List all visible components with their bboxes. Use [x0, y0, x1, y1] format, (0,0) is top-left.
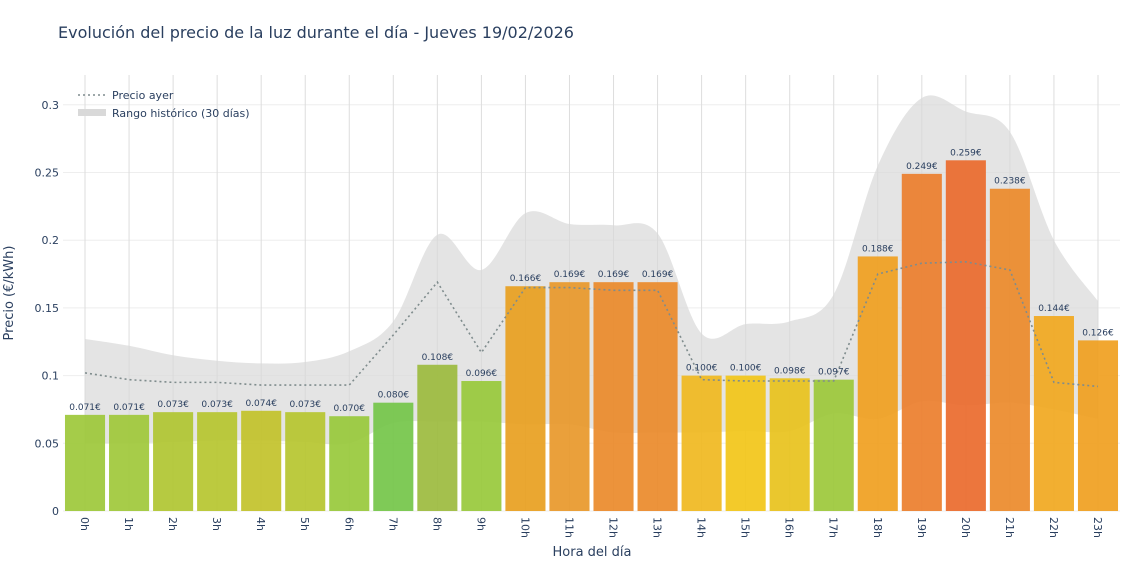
bar [417, 364, 458, 511]
x-tick-label: 20h [959, 517, 972, 538]
bar [857, 256, 898, 511]
bar [461, 381, 502, 511]
x-tick-label: 16h [783, 517, 796, 538]
value-label: 0.071€ [113, 403, 145, 413]
x-tick-label: 21h [1003, 517, 1016, 538]
range-area [85, 95, 1098, 445]
x-tick-label: 23h [1091, 517, 1104, 538]
x-tick-label: 13h [651, 517, 664, 538]
x-tick-label: 8h [430, 517, 443, 531]
bar [813, 379, 854, 511]
bar [549, 282, 590, 511]
legend-label: Rango histórico (30 días) [112, 107, 250, 120]
y-tick-label: 0.15 [35, 302, 60, 315]
x-tick-label: 9h [474, 517, 487, 531]
bar [769, 378, 810, 511]
value-label: 0.096€ [466, 369, 498, 379]
bar [901, 173, 942, 511]
x-tick-label: 7h [386, 517, 399, 531]
x-tick-label: 19h [915, 517, 928, 538]
value-label: 0.070€ [334, 404, 366, 414]
value-label: 0.074€ [245, 399, 277, 409]
value-label: 0.097€ [818, 368, 850, 378]
x-tick-label: 17h [827, 517, 840, 538]
value-label: 0.259€ [950, 148, 982, 158]
y-tick-label: 0.3 [42, 99, 60, 112]
legend-swatch [78, 109, 106, 116]
value-label: 0.169€ [642, 270, 674, 280]
y-axis-title: Precio (€/kWh) [2, 246, 17, 341]
bar [681, 375, 722, 511]
x-tick-label: 11h [562, 517, 575, 538]
value-label: 0.249€ [906, 162, 938, 172]
bar [637, 282, 678, 511]
bar [945, 160, 986, 511]
bar [989, 188, 1030, 511]
x-tick-label: 14h [695, 517, 708, 538]
value-label: 0.073€ [289, 400, 321, 410]
bar [153, 412, 194, 511]
bar [64, 414, 106, 511]
x-tick-label: 0h [78, 517, 91, 531]
x-tick-label: 22h [1047, 517, 1060, 538]
bar [241, 410, 282, 511]
x-tick-label: 10h [518, 517, 531, 538]
bar [725, 375, 766, 511]
x-axis-title: Hora del día [553, 545, 632, 560]
y-tick-label: 0.1 [42, 370, 60, 383]
value-label: 0.071€ [69, 403, 101, 413]
bar [1077, 340, 1119, 511]
x-tick-label: 12h [607, 517, 620, 538]
value-label: 0.080€ [378, 391, 410, 401]
value-label: 0.108€ [422, 353, 454, 363]
bar [285, 412, 326, 511]
chart-title: Evolución del precio de la luz durante e… [58, 23, 574, 42]
x-tick-label: 18h [871, 517, 884, 538]
bar [593, 282, 634, 511]
value-label: 0.188€ [862, 244, 894, 254]
x-tick-label: 2h [166, 517, 179, 531]
y-tick-label: 0.05 [35, 437, 60, 450]
x-tick-label: 1h [122, 517, 135, 531]
x-tick-label: 5h [298, 517, 311, 531]
y-tick-label: 0.2 [42, 234, 60, 247]
value-label: 0.166€ [510, 274, 542, 284]
bar [197, 412, 238, 511]
bar [329, 416, 370, 511]
value-label: 0.100€ [686, 364, 718, 374]
value-label: 0.098€ [774, 366, 806, 376]
value-label: 0.073€ [201, 400, 233, 410]
value-label: 0.073€ [157, 400, 189, 410]
legend-label: Precio ayer [112, 89, 174, 102]
bar [505, 286, 546, 511]
value-label: 0.100€ [730, 364, 762, 374]
value-label: 0.126€ [1082, 328, 1114, 338]
bar [373, 402, 414, 511]
x-tick-label: 15h [739, 517, 752, 538]
x-tick-label: 4h [254, 517, 267, 531]
value-label: 0.238€ [994, 177, 1026, 187]
value-label: 0.169€ [598, 270, 630, 280]
y-tick-label: 0.25 [35, 166, 60, 179]
value-label: 0.144€ [1038, 304, 1070, 314]
x-tick-label: 6h [342, 517, 355, 531]
bar [109, 414, 150, 511]
value-label: 0.169€ [554, 270, 586, 280]
x-tick-label: 3h [210, 517, 223, 531]
y-tick-label: 0 [52, 505, 59, 518]
